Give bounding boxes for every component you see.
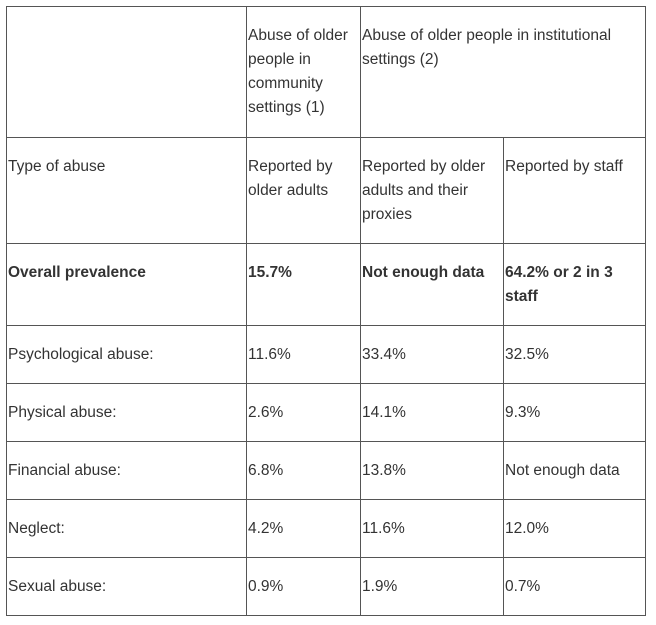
row-cell: 0.9% [246,557,361,616]
header-row-top: Abuse of older people in community setti… [6,6,646,138]
abuse-prevalence-table: Abuse of older people in community setti… [6,6,646,616]
header-reported-by-older-adults-proxies: Reported by older adults and their proxi… [360,137,504,244]
row-label: Sexual abuse: [6,557,247,616]
row-cell: Not enough data [360,243,504,326]
row-label: Financial abuse: [6,441,247,500]
row-cell: 15.7% [246,243,361,326]
header-reported-by-older-adults: Reported by older adults [246,137,361,244]
header-community-settings: Abuse of older people in community setti… [246,6,361,138]
row-label: Neglect: [6,499,247,558]
header-institutional-settings: Abuse of older people in institutional s… [360,6,646,138]
header-type-of-abuse: Type of abuse [6,137,247,244]
table-row: Neglect: 4.2% 11.6% 12.0% [6,499,646,558]
row-cell: 2.6% [246,383,361,442]
header-reported-by-staff: Reported by staff [503,137,646,244]
row-cell: 11.6% [360,499,504,558]
row-cell: 32.5% [503,325,646,384]
row-cell: 9.3% [503,383,646,442]
header-empty-cell [6,6,247,138]
table-row: Psychological abuse: 11.6% 33.4% 32.5% [6,325,646,384]
row-label: Physical abuse: [6,383,247,442]
row-cell: 4.2% [246,499,361,558]
row-label: Overall prevalence [6,243,247,326]
row-cell: 1.9% [360,557,504,616]
header-row-sub: Type of abuse Reported by older adults R… [6,137,646,244]
table-row: Financial abuse: 6.8% 13.8% Not enough d… [6,441,646,500]
row-cell: 11.6% [246,325,361,384]
row-cell: 13.8% [360,441,504,500]
row-cell: 33.4% [360,325,504,384]
row-cell: 14.1% [360,383,504,442]
table-row: Overall prevalence 15.7% Not enough data… [6,243,646,326]
row-cell: 12.0% [503,499,646,558]
table-row: Sexual abuse: 0.9% 1.9% 0.7% [6,557,646,616]
row-cell: 0.7% [503,557,646,616]
table-row: Physical abuse: 2.6% 14.1% 9.3% [6,383,646,442]
row-cell: Not enough data [503,441,646,500]
row-cell: 64.2% or 2 in 3 staff [503,243,646,326]
row-cell: 6.8% [246,441,361,500]
row-label: Psychological abuse: [6,325,247,384]
